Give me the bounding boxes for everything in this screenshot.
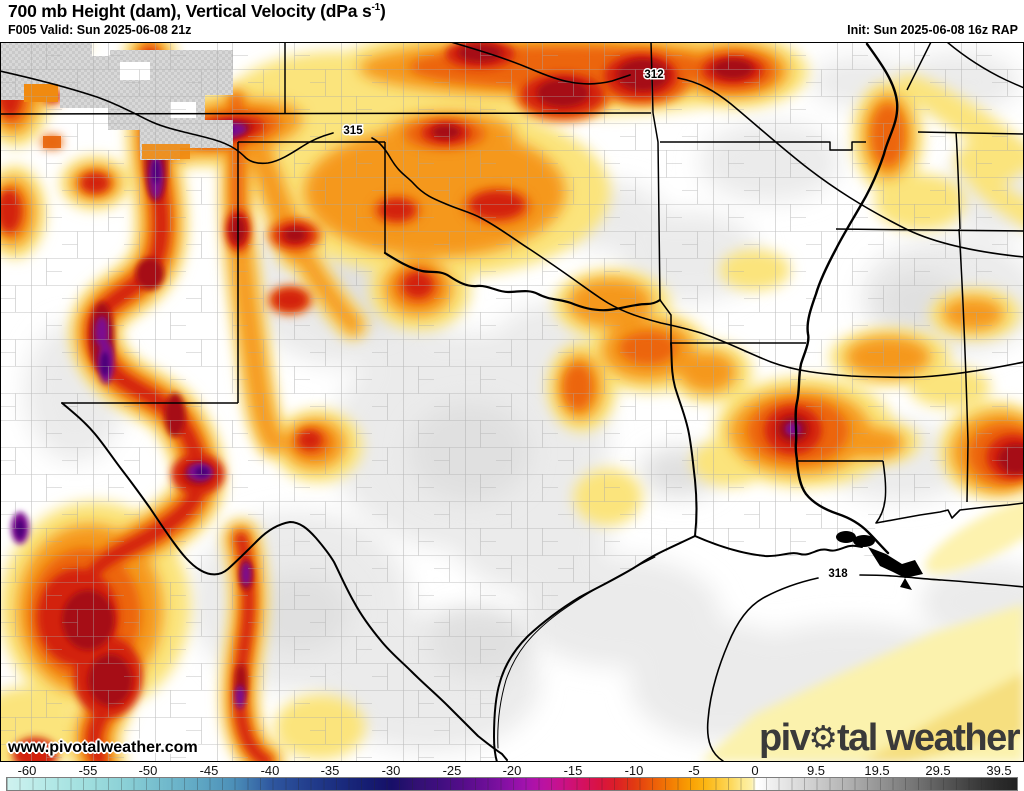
gulf-yellow-bands: [700, 494, 1024, 762]
barrier-islands: [497, 556, 656, 749]
contour-label-315: 315: [343, 125, 363, 137]
colorbar-tick: -15: [563, 763, 583, 778]
sabine-river: [670, 342, 698, 537]
weather-map-canvas: 312 315 318: [0, 42, 1024, 762]
mississippi-delta: [868, 547, 923, 578]
louisiana-coast: [694, 535, 863, 558]
colorbar-tick: 39.5: [986, 763, 1012, 778]
colorbar-tick: -10: [624, 763, 644, 778]
contour-315: [0, 70, 1024, 379]
height-contours: [0, 42, 1024, 762]
map-area: 312 315 318 www.pivotalweather.com piv⚙t…: [0, 42, 1024, 762]
colorbar-tick: -30: [381, 763, 401, 778]
colorbar-tick: 9.5: [806, 763, 826, 778]
pivotal-weather-logo: piv⚙tal weather: [758, 717, 1021, 759]
gear-icon: ⚙: [808, 718, 838, 757]
colorbar-tick: -40: [260, 763, 280, 778]
colorbar-tick: -5: [688, 763, 700, 778]
colorbar-tick: 29.5: [925, 763, 951, 778]
colorbar-tick: -50: [138, 763, 158, 778]
contour-318: [706, 574, 1024, 762]
contour-labels: 312 315 318: [342, 68, 850, 582]
contour-label-318: 318: [828, 568, 848, 580]
colorbar-gradient: [6, 777, 1018, 791]
colorbar: -60 -55 -50 -45 -40 -35 -30 -25 -20 -15 -10 -5 0 9.5 1…: [0, 762, 1024, 791]
init-time-label: Init: Sun 2025-06-08 16z RAP: [847, 23, 1018, 37]
red-river: [383, 251, 662, 312]
colorbar-tick: -35: [320, 763, 340, 778]
mississippi-river: [794, 42, 899, 555]
page-title: 700 mb Height (dam), Vertical Velocity (…: [8, 1, 386, 21]
contour-312: [450, 42, 1024, 258]
colorbar-tick: -20: [502, 763, 522, 778]
rio-grande: [61, 402, 508, 761]
colorbar-tick: -55: [78, 763, 98, 778]
colorbar-tick: -45: [199, 763, 219, 778]
colorbar-tick: 0: [751, 763, 759, 778]
watermark: www.pivotalweather.com: [8, 739, 198, 756]
header: 700 mb Height (dam), Vertical Velocity (…: [0, 0, 1024, 42]
colorbar-tick: -60: [17, 763, 37, 778]
state-borders: [0, 42, 1024, 524]
rivers-and-coast: [61, 42, 1024, 762]
colorbar-tick: 19.5: [864, 763, 890, 778]
colorbar-tick: -25: [442, 763, 462, 778]
texas-coast: [493, 535, 696, 762]
contour-label-312: 312: [644, 69, 663, 81]
coastal-lakes: [836, 531, 923, 590]
valid-time-label: F005 Valid: Sun 2025-06-08 21z: [8, 23, 192, 37]
gulf-coast-east: [875, 502, 1024, 524]
